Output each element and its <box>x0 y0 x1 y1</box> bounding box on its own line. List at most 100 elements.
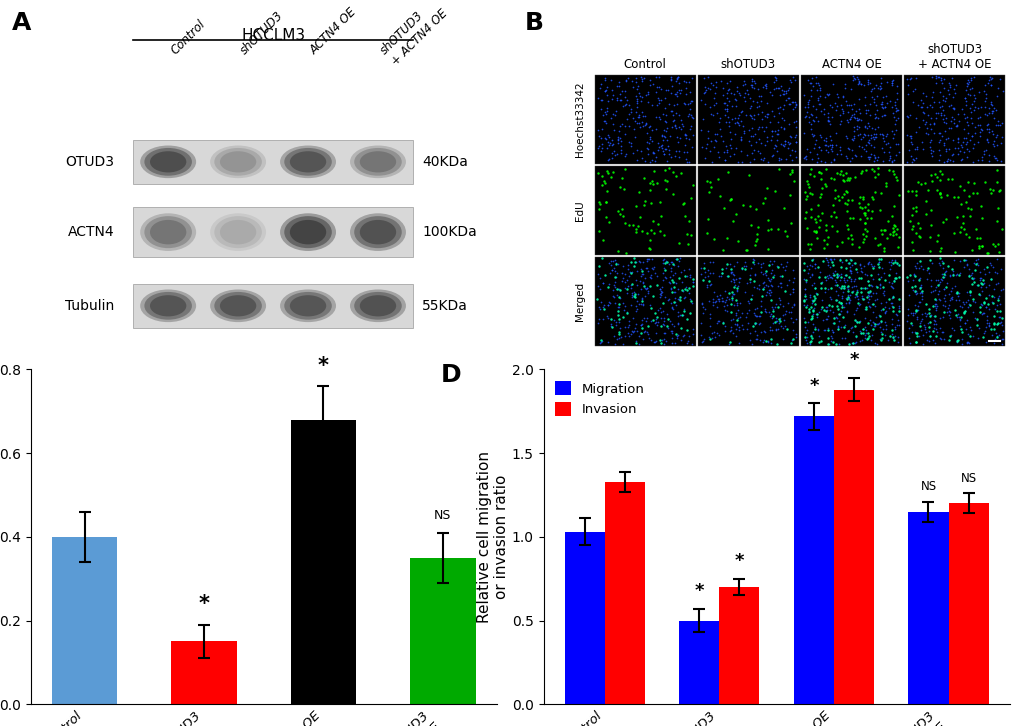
Point <box>750 90 766 102</box>
FancyBboxPatch shape <box>697 166 798 255</box>
Point <box>613 118 630 129</box>
Point <box>989 185 1006 197</box>
Point <box>647 71 663 83</box>
Point <box>833 236 849 248</box>
Point <box>927 282 944 293</box>
Point <box>833 261 849 273</box>
Point <box>840 296 856 308</box>
Point <box>959 336 975 348</box>
Point <box>872 317 889 328</box>
Point <box>785 276 801 287</box>
Point <box>923 175 940 187</box>
Point <box>632 121 648 133</box>
Point <box>772 139 789 150</box>
Point <box>682 95 698 107</box>
Point <box>945 103 961 115</box>
Point <box>662 73 679 85</box>
Point <box>851 335 867 346</box>
Point <box>785 264 801 276</box>
Point <box>780 136 796 147</box>
Point <box>856 121 872 132</box>
Point <box>922 281 938 293</box>
Point <box>742 327 758 338</box>
Point <box>974 296 990 308</box>
Point <box>852 134 868 145</box>
Ellipse shape <box>210 213 266 251</box>
Point <box>633 264 649 275</box>
Point <box>668 71 685 83</box>
Point <box>759 280 775 291</box>
Point <box>972 154 988 166</box>
Point <box>760 259 776 271</box>
Point <box>848 302 864 314</box>
Point <box>748 282 764 294</box>
Point <box>989 115 1006 127</box>
Point <box>928 327 945 338</box>
Point <box>842 265 858 277</box>
Point <box>819 140 836 152</box>
Point <box>763 125 780 136</box>
Point <box>699 264 715 276</box>
Point <box>804 100 820 112</box>
Point <box>950 143 966 155</box>
Point <box>803 311 819 322</box>
Point <box>817 253 834 264</box>
Point <box>620 327 636 338</box>
Point <box>674 309 690 320</box>
Point <box>748 102 764 113</box>
Point <box>917 116 933 128</box>
Point <box>915 319 931 330</box>
Point <box>642 157 658 168</box>
Point <box>917 326 933 338</box>
Point <box>637 315 653 327</box>
Point <box>876 101 893 113</box>
Point <box>694 335 710 347</box>
Point <box>808 84 824 96</box>
Point <box>743 130 759 142</box>
Point <box>883 331 900 343</box>
Point <box>857 301 873 313</box>
Point <box>659 140 676 152</box>
Point <box>660 293 677 304</box>
Point <box>695 262 711 274</box>
Point <box>663 81 680 92</box>
Point <box>704 293 720 305</box>
Point <box>719 111 736 123</box>
Point <box>882 329 899 340</box>
Point <box>599 299 615 311</box>
Point <box>637 89 653 101</box>
Point <box>955 184 971 195</box>
Point <box>644 146 660 158</box>
Point <box>835 301 851 313</box>
Point <box>857 322 873 333</box>
Point <box>949 335 965 346</box>
Point <box>969 280 985 291</box>
Point <box>900 309 916 321</box>
Point <box>801 289 817 301</box>
Point <box>766 125 783 136</box>
Point <box>981 71 998 83</box>
Point <box>658 256 675 267</box>
Point <box>725 299 741 311</box>
Point <box>636 110 652 122</box>
Point <box>934 306 951 317</box>
Point <box>875 301 892 313</box>
Point <box>701 176 717 188</box>
Point <box>664 110 681 121</box>
Point <box>924 86 941 98</box>
Point <box>659 84 676 96</box>
Point <box>864 323 880 335</box>
Point <box>684 179 700 191</box>
Point <box>626 287 642 299</box>
Point <box>624 75 640 86</box>
Point <box>849 285 865 296</box>
Point <box>925 316 942 327</box>
Point <box>841 212 857 224</box>
Point <box>732 272 748 284</box>
Point <box>715 146 732 158</box>
Point <box>919 184 935 196</box>
Point <box>956 306 972 317</box>
Point <box>798 222 814 234</box>
Point <box>902 136 918 148</box>
Point <box>725 215 741 227</box>
